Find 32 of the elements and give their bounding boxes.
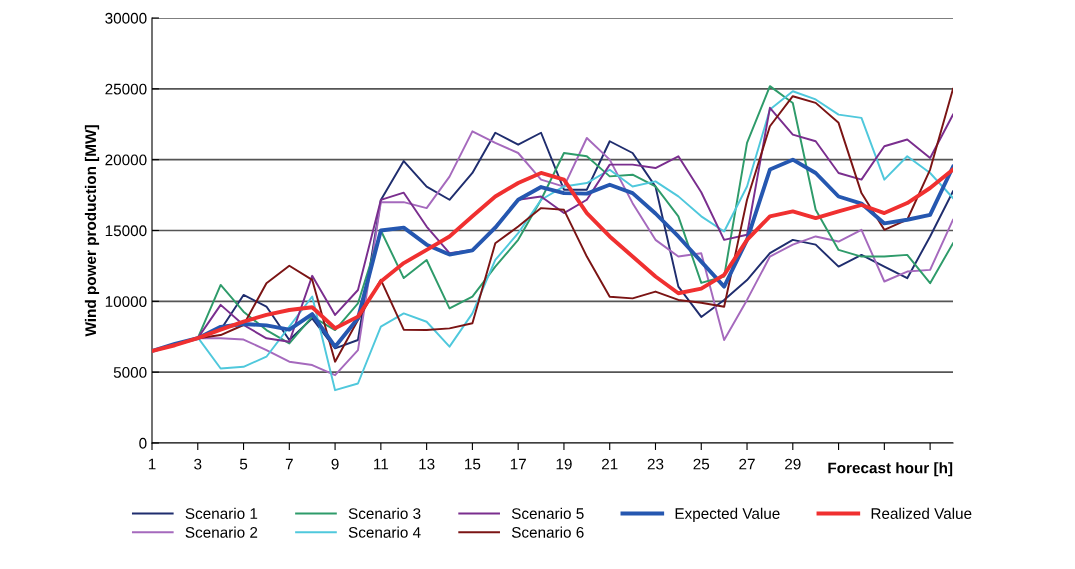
y-tick-label: 15000 <box>105 225 147 237</box>
x-tick-label: 11 <box>374 458 389 470</box>
legend-label: Scenario 5 <box>511 507 584 519</box>
x-axis-title: Forecast hour [h] <box>828 462 953 477</box>
x-tick-label: 25 <box>693 458 710 470</box>
y-tick-label: 10000 <box>105 296 147 308</box>
y-tick-label: 25000 <box>105 83 147 95</box>
x-tick-label: 21 <box>601 458 618 470</box>
x-tick-label: 17 <box>510 458 526 470</box>
x-tick-label: 5 <box>239 458 248 470</box>
x-tick-label: 23 <box>647 458 664 470</box>
x-tick-label: 27 <box>739 458 755 470</box>
x-tick-label: 19 <box>556 458 572 470</box>
x-tick-label: 3 <box>194 458 202 470</box>
x-tick-label: 15 <box>465 458 481 470</box>
legend-label: Realized Value <box>871 507 972 519</box>
legend-label: Scenario 4 <box>348 526 421 538</box>
x-tick-label: 13 <box>419 458 435 470</box>
legend-label: Scenario 6 <box>511 526 584 538</box>
y-axis-title: Wind power production [MW] <box>84 125 100 337</box>
legend-label: Scenario 1 <box>185 507 258 519</box>
y-tick-label: 0 <box>139 437 147 449</box>
x-tick-label: 9 <box>331 458 339 470</box>
x-tick-label: 7 <box>285 458 293 470</box>
legend-label: Expected Value <box>675 507 780 522</box>
x-tick-label: 1 <box>148 458 156 470</box>
y-tick-label: 5000 <box>113 367 147 378</box>
y-tick-label: 20000 <box>105 154 147 166</box>
x-tick-label: 29 <box>785 458 801 470</box>
legend-label: Scenario 3 <box>348 507 421 519</box>
legend-label: Scenario 2 <box>185 526 258 538</box>
y-tick-label: 30000 <box>105 12 147 24</box>
